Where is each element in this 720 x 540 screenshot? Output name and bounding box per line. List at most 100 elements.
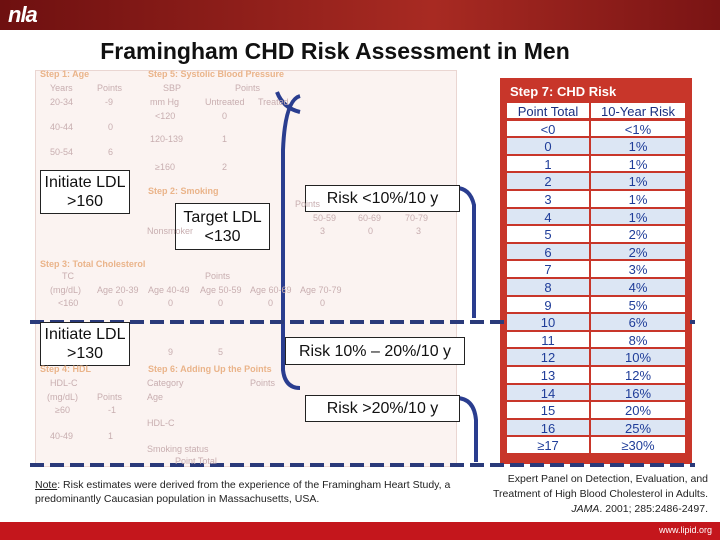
worksheet-text: 1 xyxy=(108,431,114,441)
callout: Target LDL <130 xyxy=(175,203,270,250)
worksheet-text: Points xyxy=(97,83,123,93)
worksheet-text: Age 60-69 xyxy=(250,285,292,295)
worksheet-text: <120 xyxy=(155,111,176,121)
table-cell: 1 xyxy=(506,154,590,173)
table-cell: 16 xyxy=(506,418,590,437)
worksheet-text: 0 xyxy=(222,111,228,121)
worksheet-text: Years xyxy=(50,83,73,93)
reference-text: Expert Panel on Detection, Evaluation, a… xyxy=(493,473,708,500)
worksheet-text: 0 xyxy=(108,122,114,132)
journal: JAMA xyxy=(571,503,600,515)
worksheet-text: mm Hg xyxy=(150,97,179,107)
worksheet-text: Age 20-39 xyxy=(97,285,139,295)
worksheet-text: 6 xyxy=(108,147,114,157)
note-text: : Risk estimates were derived from the e… xyxy=(35,479,451,505)
worksheet-text: 1 xyxy=(222,134,228,144)
worksheet-text: 0 xyxy=(268,298,274,308)
header-bar xyxy=(0,0,720,30)
worksheet-text: 3 xyxy=(416,226,422,236)
callout: Risk <10%/10 y xyxy=(305,185,460,212)
table-cell: 4 xyxy=(506,207,590,226)
worksheet-text: 70-79 xyxy=(405,213,429,223)
table-cell: 6 xyxy=(506,242,590,261)
callout: Initiate LDL >160 xyxy=(40,170,130,214)
worksheet-text: Age 70-79 xyxy=(300,285,342,295)
column-header: Point Total xyxy=(506,102,590,119)
table-cell: 5 xyxy=(506,225,590,243)
worksheet-text: Point Total xyxy=(175,456,217,466)
worksheet-text: 50-59 xyxy=(313,213,337,223)
worksheet-text: 0 xyxy=(168,298,174,308)
worksheet-heading: Step 2: Smoking xyxy=(148,186,219,196)
worksheet-text: Treated xyxy=(258,97,289,107)
table-cell: 16% xyxy=(590,383,686,402)
worksheet-text: 120-139 xyxy=(150,134,184,144)
table-cell: 8 xyxy=(506,278,590,296)
worksheet-text: Age 50-59 xyxy=(200,285,242,295)
worksheet-text: 2 xyxy=(222,162,228,172)
worksheet-text: <160 xyxy=(58,298,79,308)
table-cell: 1% xyxy=(590,154,686,173)
worksheet-text: 0 xyxy=(118,298,124,308)
table-cell: 9 xyxy=(506,295,590,314)
table-cell: 20% xyxy=(590,401,686,419)
worksheet-text: 40-44 xyxy=(50,122,74,132)
worksheet-text: ≥160 xyxy=(155,162,175,172)
worksheet-text: SBP xyxy=(163,83,182,93)
reference-text: . 2001; 285:2486-2497. xyxy=(599,503,708,515)
callout: Risk >20%/10 y xyxy=(305,395,460,422)
worksheet-text: (mg/dL) xyxy=(50,285,82,295)
worksheet-text: Points xyxy=(205,271,231,281)
worksheet-text: (mg/dL) xyxy=(47,392,79,402)
worksheet-heading: Step 6: Adding Up the Points xyxy=(148,364,272,374)
table-cell: 2% xyxy=(590,225,686,243)
callout: Initiate LDL >130 xyxy=(40,322,130,366)
table-cell: 5% xyxy=(590,295,686,314)
worksheet-text: 60-69 xyxy=(358,213,382,223)
worksheet-text: 50-54 xyxy=(50,147,74,157)
worksheet-text: Nonsmoker xyxy=(147,226,194,236)
column-header: 10-Year Risk xyxy=(590,102,686,119)
table-cell: 0 xyxy=(506,137,590,155)
bracket xyxy=(281,94,301,390)
worksheet-text: TC xyxy=(62,271,74,281)
table-cell: 8% xyxy=(590,330,686,349)
worksheet-heading: Step 4: HDL xyxy=(40,364,92,374)
table-cell: 12 xyxy=(506,348,590,366)
table-cell: 3 xyxy=(506,190,590,208)
table-cell: 1% xyxy=(590,190,686,208)
note-label: Note xyxy=(35,479,58,491)
worksheet-text: -1 xyxy=(108,405,117,415)
worksheet-text: 0 xyxy=(218,298,224,308)
table-cell: 14 xyxy=(506,383,590,402)
table-cell: 25% xyxy=(590,418,686,437)
table-cell: 12% xyxy=(590,366,686,384)
table-cell: 13 xyxy=(506,366,590,384)
worksheet-text: 20-34 xyxy=(50,97,74,107)
table-cell: 1% xyxy=(590,137,686,155)
table-cell: 11 xyxy=(506,330,590,349)
table-cell: 10 xyxy=(506,313,590,331)
note: Note: Risk estimates were derived from t… xyxy=(35,478,455,506)
worksheet-text: Category xyxy=(147,378,184,388)
worksheet-text: 40-49 xyxy=(50,431,74,441)
worksheet-text: ≥60 xyxy=(55,405,70,415)
worksheet-heading: Step 1: Age xyxy=(40,69,90,79)
table-cell: <1% xyxy=(590,119,686,138)
table-cell: 2% xyxy=(590,242,686,261)
worksheet-text: Age xyxy=(147,392,164,402)
table-cell: ≥30% xyxy=(590,436,686,454)
footer-url: www.lipid.org xyxy=(658,525,712,535)
worksheet-text: 0 xyxy=(368,226,374,236)
worksheet-text: 0 xyxy=(320,298,326,308)
worksheet-text: HDL-C xyxy=(50,378,78,388)
worksheet-text: Points xyxy=(295,199,321,209)
bracket xyxy=(275,91,301,114)
worksheet-heading: Step 3: Total Cholesterol xyxy=(40,259,146,269)
worksheet-text: HDL-C xyxy=(147,418,175,428)
table-cell: ≥17 xyxy=(506,436,590,454)
logo: nla xyxy=(8,2,38,27)
table-cell: 15 xyxy=(506,401,590,419)
worksheet-text: 9 xyxy=(168,347,174,357)
